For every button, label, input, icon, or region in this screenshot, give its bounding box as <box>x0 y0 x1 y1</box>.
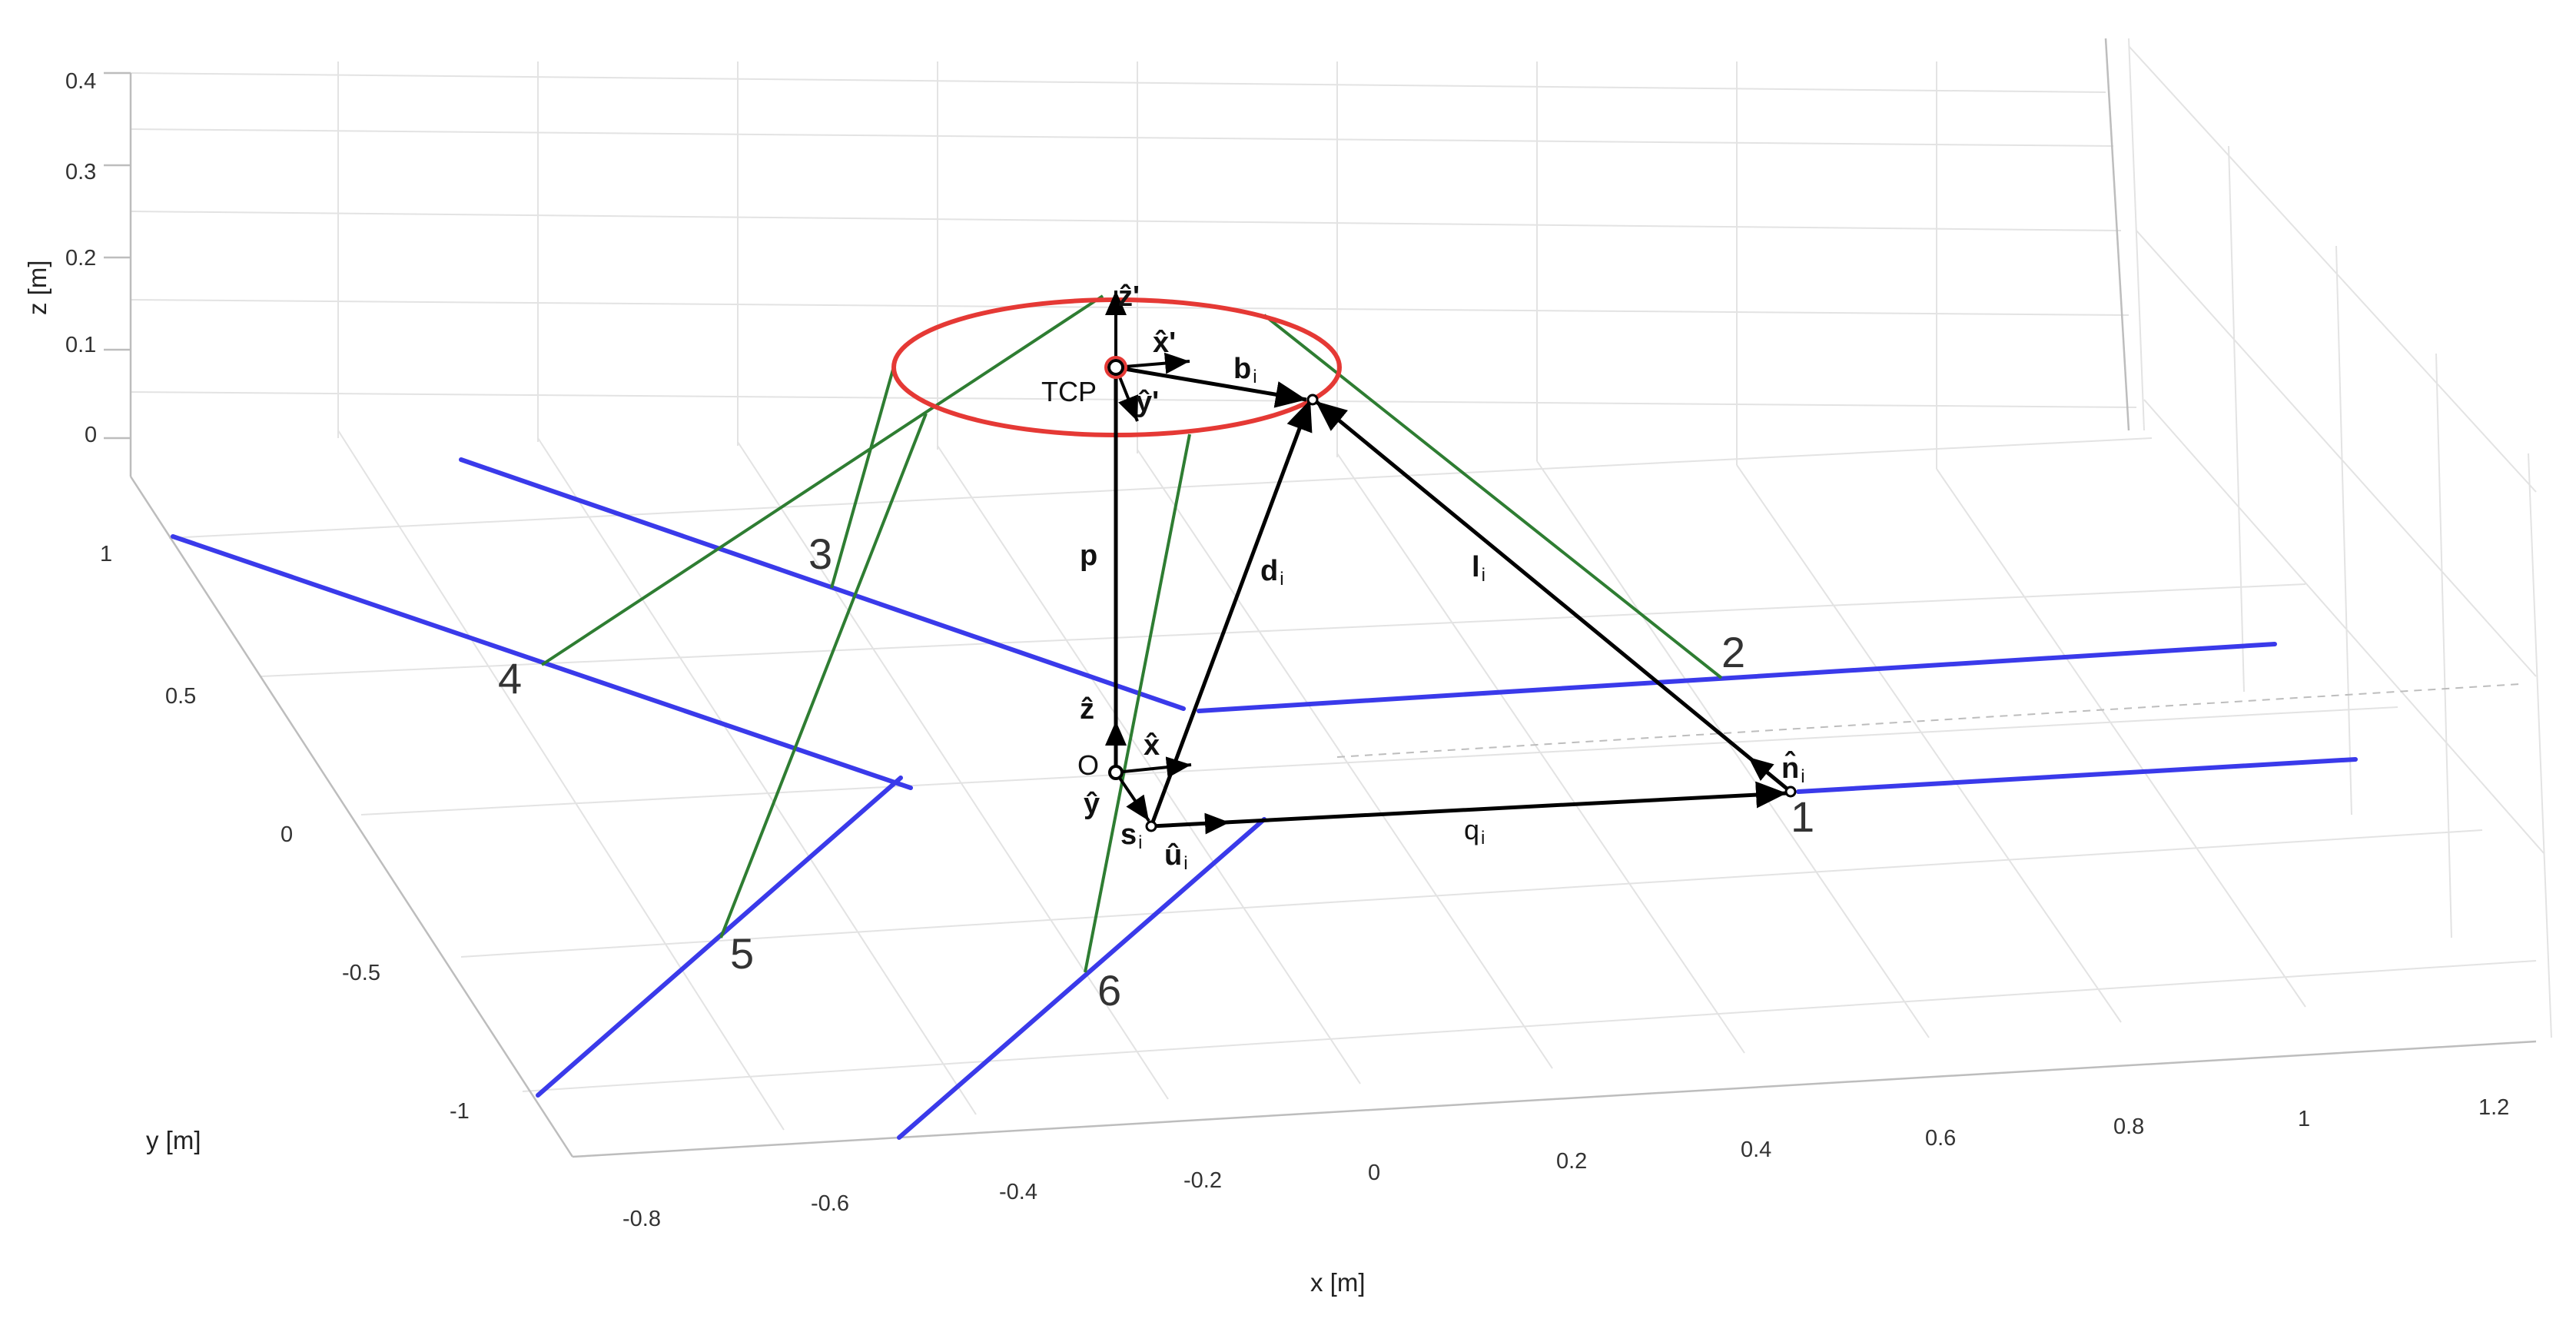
rail-1 <box>1796 757 2358 794</box>
x-tick-label: 1 <box>2298 1107 2310 1131</box>
s-sub: i <box>1138 832 1142 853</box>
l-main: l <box>1472 551 1480 583</box>
y-tick-label: -0.5 <box>342 961 380 985</box>
x-tick-label: 0.2 <box>1556 1149 1587 1174</box>
n-main: n̂ <box>1781 749 1799 785</box>
s-point <box>1145 820 1157 832</box>
n-label: n̂i <box>1781 749 1805 787</box>
x-prime-arrow <box>1115 352 1190 374</box>
q-label: qi <box>1464 814 1485 849</box>
n-sub: i <box>1801 766 1804 787</box>
tcp-ring <box>1104 356 1127 379</box>
d-sub: i <box>1280 569 1283 590</box>
vector-b-arrow <box>1115 365 1307 408</box>
tcp-point <box>1107 359 1124 376</box>
cable-4 <box>719 413 928 938</box>
rail-point <box>1784 786 1797 798</box>
x-tick-label: -0.2 <box>1183 1168 1222 1193</box>
x-hat-arrow <box>1115 756 1192 779</box>
b-main: b <box>1233 353 1251 385</box>
z-prime-label: ẑ' <box>1118 281 1140 313</box>
x-tick-label: 0.4 <box>1741 1138 1771 1162</box>
q-main: q <box>1464 814 1479 845</box>
l-sub: i <box>1482 565 1486 586</box>
rail-number-3: 3 <box>808 530 832 578</box>
x-prime-label: x̂' <box>1153 327 1176 359</box>
l-label: li <box>1472 551 1486 586</box>
q-sub: i <box>1481 828 1485 849</box>
cable-1 <box>540 294 1104 666</box>
d-label: di <box>1260 555 1284 590</box>
x-tick-label: -0.4 <box>999 1180 1037 1204</box>
rail-numbers: 1 2 3 4 5 6 <box>498 530 1814 1015</box>
rail-2 <box>1197 642 2277 713</box>
x-tick-label: 0.6 <box>1925 1126 1956 1151</box>
z-tick-label: 0.3 <box>65 160 96 184</box>
vector-q-arrow <box>1150 781 1788 829</box>
z-tick-label: 0 <box>85 423 97 447</box>
u-sub: i <box>1183 853 1187 874</box>
origin-point <box>1108 765 1124 780</box>
y-hat-label: ŷ <box>1084 788 1100 820</box>
rail-number-1: 1 <box>1791 792 1814 841</box>
x-tick-label: -0.6 <box>811 1191 849 1216</box>
vectors <box>1105 291 1792 835</box>
y-tick-label: -1 <box>450 1099 470 1124</box>
background-grid <box>130 38 2552 1131</box>
y-tick-label: 0.5 <box>165 684 196 709</box>
cable-3 <box>830 360 897 589</box>
y-prime-label: ŷ' <box>1136 386 1159 418</box>
z-tick-label: 0.2 <box>65 246 96 271</box>
rail-number-4: 4 <box>498 654 522 703</box>
z-axis: 0.4 0.3 0.2 0.1 0 z [m] <box>23 69 131 447</box>
cable-2 <box>1263 314 1723 679</box>
s-label: si <box>1120 819 1142 853</box>
u-main: û <box>1164 839 1182 872</box>
x-axis-label: x [m] <box>1310 1268 1366 1297</box>
y-tick-label: 1 <box>100 542 112 566</box>
points <box>1104 356 1797 832</box>
x-hat-label: x̂ <box>1144 729 1160 762</box>
s-main: s <box>1120 819 1137 851</box>
x-tick-label: 1.2 <box>2478 1095 2509 1120</box>
x-tick-label: -0.8 <box>622 1207 661 1231</box>
rail-3 <box>459 457 1186 711</box>
rails <box>171 457 2358 1140</box>
z-tick-label: 0.4 <box>65 69 96 94</box>
rail-5 <box>536 776 903 1098</box>
rail-number-5: 5 <box>730 929 754 978</box>
rail-6 <box>897 817 1266 1140</box>
y-hat-arrow <box>1114 771 1150 822</box>
x-tick-label: 0.8 <box>2113 1114 2144 1139</box>
axes-frame <box>129 38 2537 1158</box>
rail-number-6: 6 <box>1097 966 1121 1015</box>
origin-label: O <box>1077 749 1099 781</box>
y-axis: 1 0.5 0 -0.5 -1 y [m] <box>100 542 470 1154</box>
d-main: d <box>1260 555 1278 587</box>
y-axis-label: y [m] <box>146 1126 201 1154</box>
y-tick-label: 0 <box>281 822 293 847</box>
rail-number-2: 2 <box>1721 628 1745 676</box>
attachment-point <box>1306 394 1319 406</box>
cables <box>540 294 1723 973</box>
rail-4 <box>171 534 913 790</box>
z-axis-label: z [m] <box>23 261 51 316</box>
x-axis: -0.8 -0.6 -0.4 -0.2 0 0.2 0.4 0.6 0.8 1 … <box>622 1095 2509 1297</box>
vector-labels: TCP O ẑ' x̂' ŷ' ẑ x̂ ŷ p bi di li qi si … <box>1041 281 1805 874</box>
u-hat-arrow <box>1150 812 1230 835</box>
x-tick-label: 0 <box>1368 1161 1380 1185</box>
u-label: ûi <box>1164 839 1188 874</box>
p-label: p <box>1080 540 1097 572</box>
cable-5 <box>1084 433 1191 973</box>
b-label: bi <box>1233 353 1257 387</box>
n-hat-arrow <box>1747 756 1792 793</box>
vector-l-arrow <box>1314 400 1792 793</box>
z-hat-label: ẑ <box>1080 693 1094 726</box>
b-sub: i <box>1253 367 1256 387</box>
vector-d-arrow <box>1149 399 1313 827</box>
z-tick-label: 0.1 <box>65 333 96 357</box>
tcp-label: TCP <box>1041 376 1097 407</box>
